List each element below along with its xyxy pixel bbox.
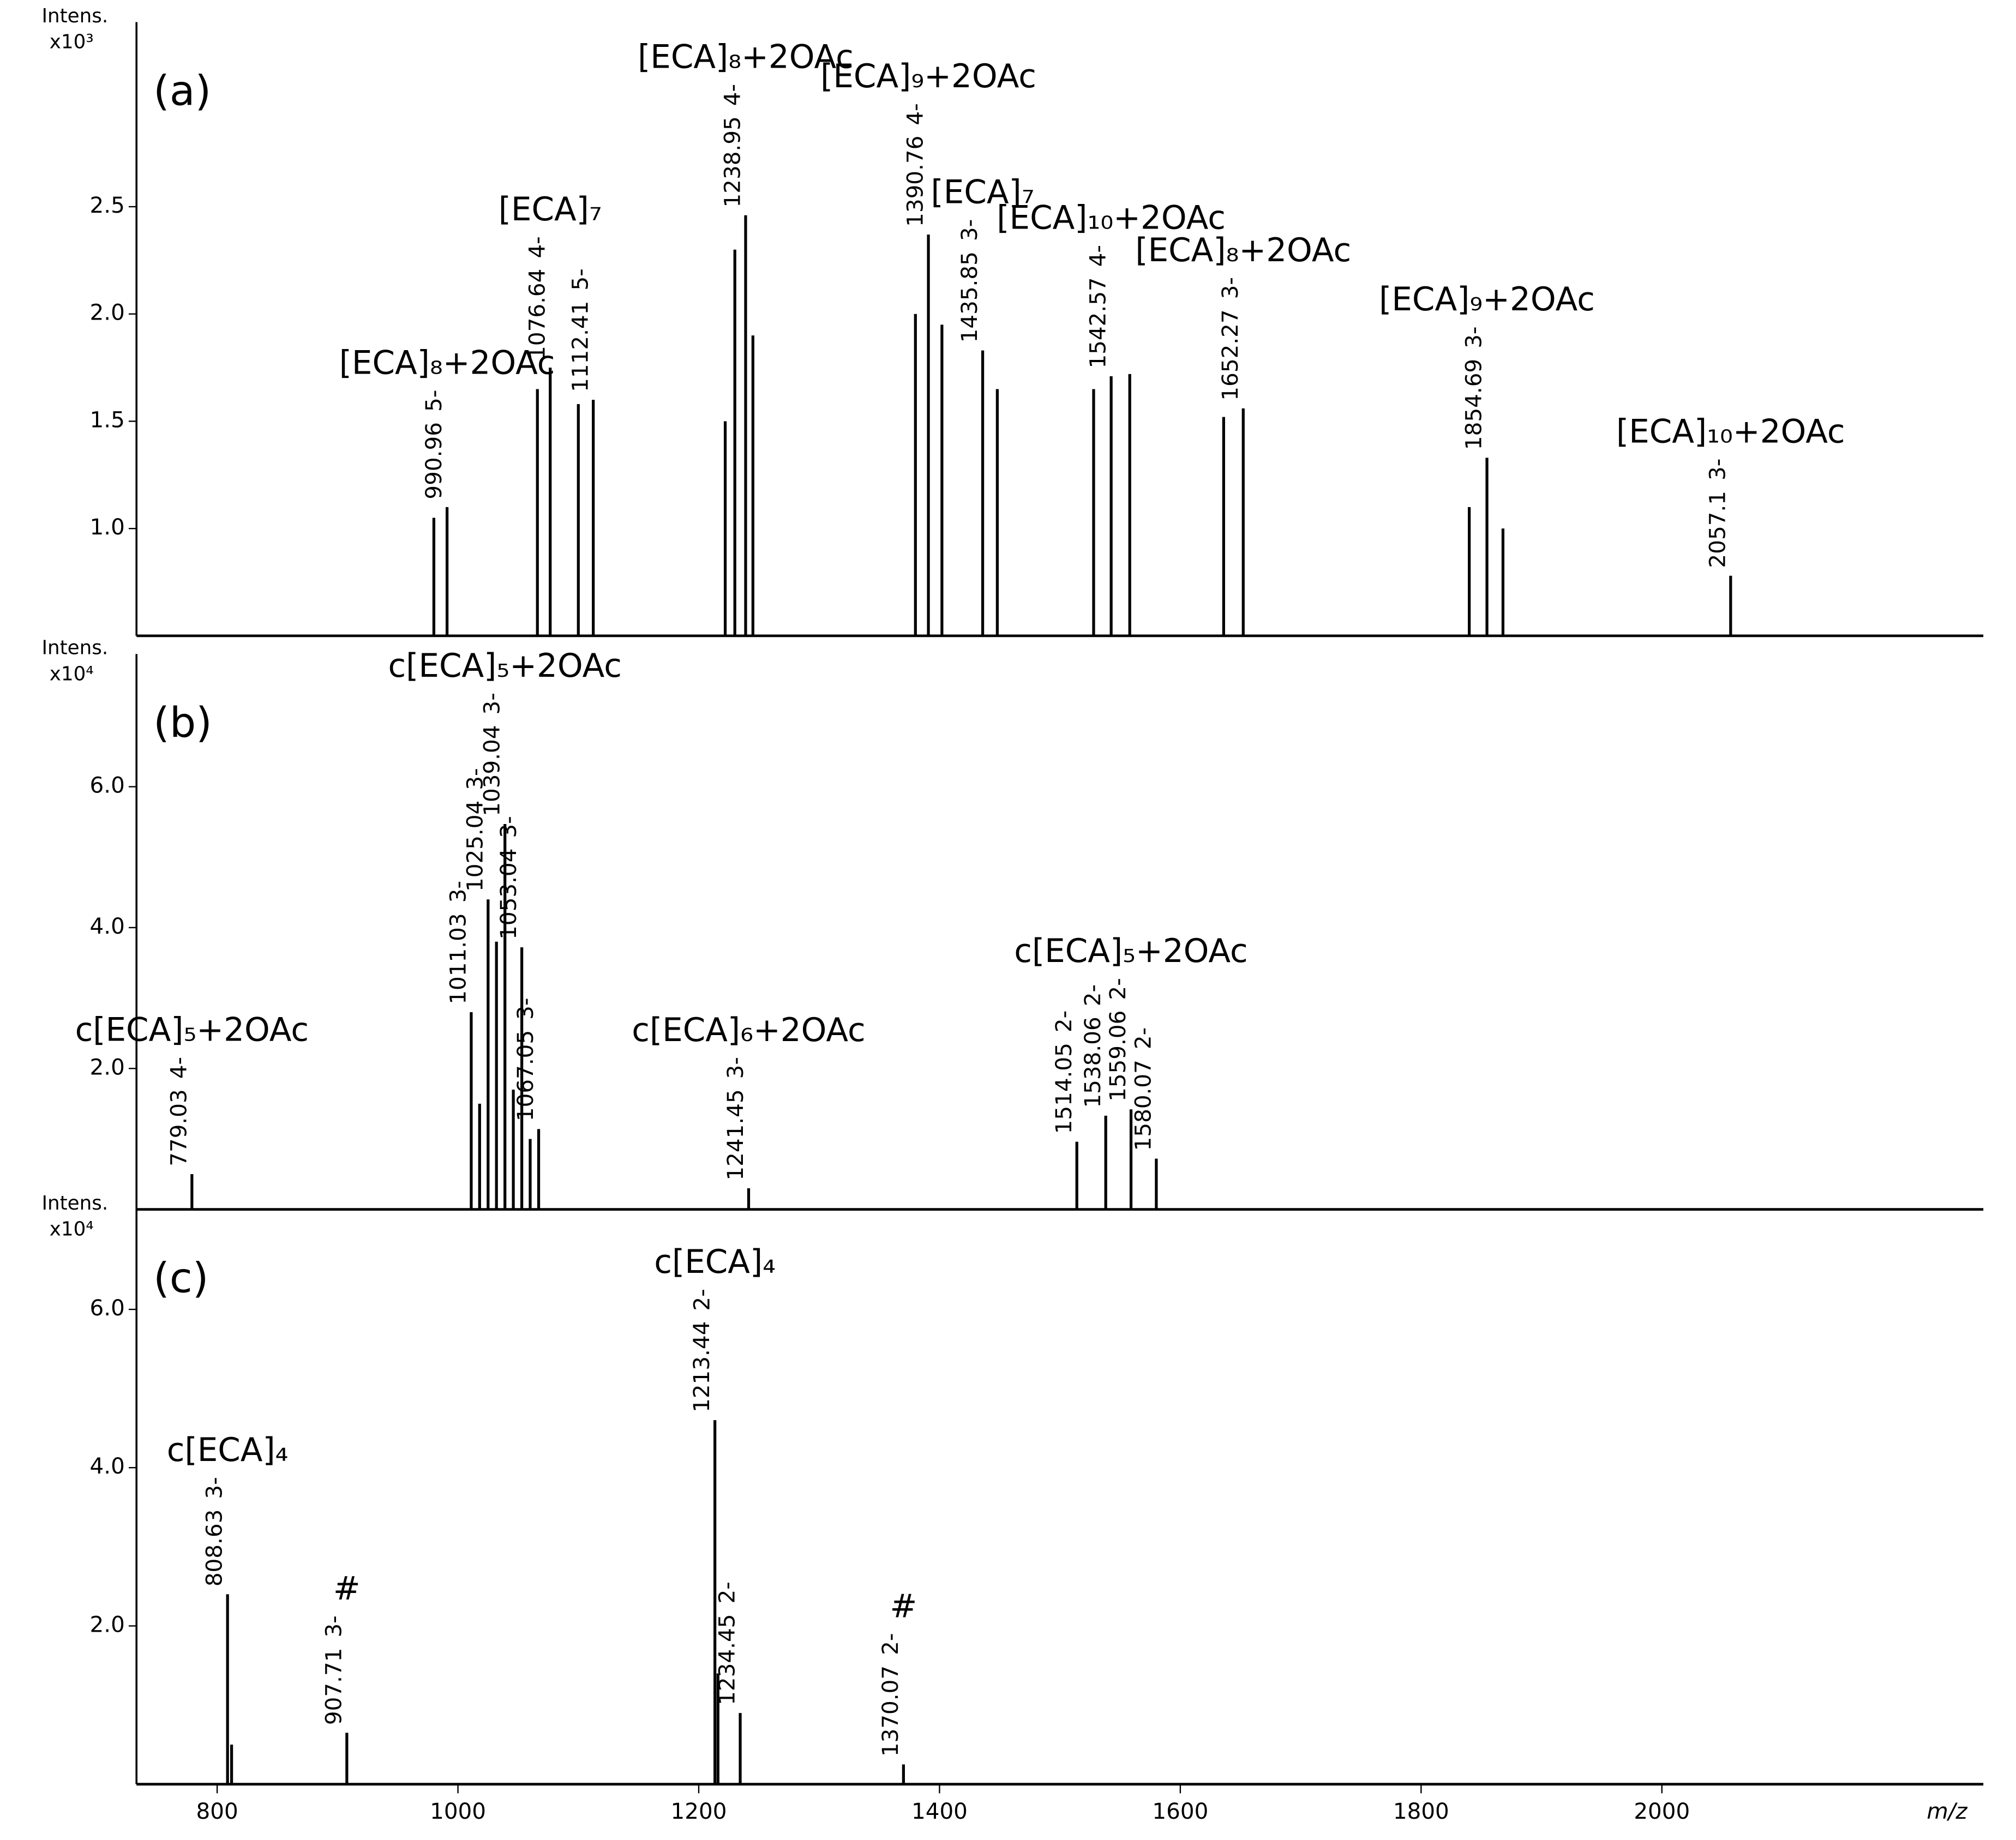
species-label: [ECA]₇ [931,174,1035,212]
peak-label: 1011.03 [445,913,471,1004]
charge-label: 3- [478,693,505,714]
x-tick-label: 2000 [1634,1798,1690,1824]
charge-label: 4- [719,84,746,106]
peak-label: 1370.07 [877,1665,903,1757]
species-label: c[ECA]₄ [654,1243,776,1281]
charge-label: 2- [877,1633,903,1655]
y-tick-label: 4.0 [90,1453,125,1479]
peak-label: 1514.05 [1051,1043,1077,1134]
y-tick-label: 2.0 [90,1054,125,1080]
peak-label: 1652.27 [1217,309,1243,400]
species-label: # [890,1588,917,1625]
charge-label: 3- [1461,326,1487,348]
peak-label: 1854.69 [1461,359,1487,450]
peak-label: 1241.45 [722,1089,748,1180]
charge-label: 3- [512,997,538,1019]
peak-label: 1559.06 [1105,1011,1131,1102]
charge-label: 3- [1704,459,1730,480]
charge-label: 3- [320,1615,346,1637]
x-tick-label: 800 [196,1798,238,1824]
peak-label: 808.63 [201,1510,227,1587]
charge-label: 2- [1051,1011,1077,1032]
charge-label: 2- [688,1289,715,1310]
y-tick-label: 6.0 [90,772,125,798]
charge-label: 4- [524,236,550,258]
charge-label: 3- [201,1477,227,1499]
y-multiplier: x10⁴ [50,663,94,685]
species-label: [ECA]₉+2OAc [1379,281,1595,318]
species-label: [ECA]₁₀+2OAc [997,200,1226,237]
peak-label: 1053.04 [495,849,521,940]
species-label: [ECA]₇ [499,191,602,229]
panel-label: (b) [153,698,212,747]
species-label: c[ECA]₅+2OAc [75,1012,309,1049]
charge-label: 3- [956,219,982,241]
peak-label: 990.96 [421,422,447,499]
x-tick-label: 1200 [671,1798,727,1824]
peak-label: 1580.07 [1130,1060,1156,1151]
peak-label: 1238.95 [719,116,746,207]
x-axis-label: m/z [1927,1798,1967,1824]
species-label: c[ECA]₄ [167,1432,289,1469]
peak-label: 779.03 [165,1089,191,1166]
peak-label: 1390.76 [902,136,928,227]
y-tick-label: 4.0 [90,913,125,939]
charge-label: 2- [1130,1027,1156,1049]
y-label: Intens. [42,637,109,659]
peak-label: 1234.45 [714,1614,740,1705]
y-label: Intens. [42,5,109,27]
charge-label: 3- [722,1057,748,1079]
peak-label: 2057.1 [1704,491,1730,568]
charge-label: 3- [1217,277,1243,299]
charge-label: 5- [567,268,593,290]
species-label: [ECA]₁₀+2OAc [1616,413,1845,450]
y-multiplier: x10⁴ [50,1218,94,1241]
peak-label: 1435.85 [956,251,982,342]
x-tick-label: 1400 [911,1798,968,1824]
peak-label: 1538.06 [1079,1017,1106,1108]
species-label: [ECA]₈+2OAc [638,39,854,76]
x-tick-label: 1000 [430,1798,486,1824]
y-multiplier: x10³ [50,31,94,53]
peak-label: 907.71 [320,1648,346,1725]
panel-label: (c) [153,1253,208,1302]
panel-label: (a) [153,66,211,115]
charge-label: 3- [445,881,471,903]
charge-label: 3- [495,816,521,838]
peak-label: 1076.64 [524,269,550,360]
species-label: [ECA]₈+2OAc [1135,232,1351,269]
y-tick-label: 2.5 [90,192,125,218]
y-tick-label: 2.0 [90,299,125,326]
species-label: c[ECA]₆+2OAc [632,1012,865,1049]
charge-label: 4- [165,1057,191,1079]
peak-label: 1025.04 [461,801,488,892]
species-label: # [333,1570,361,1608]
species-label: c[ECA]₅+2OAc [388,647,621,685]
peak-label: 1213.44 [688,1321,715,1412]
charge-label: 5- [421,390,447,412]
charge-label: 2- [1105,978,1131,1000]
species-label: [ECA]₈+2OAc [339,344,555,382]
species-label: [ECA]₉+2OAc [820,58,1036,95]
peak-label: 1067.05 [512,1030,538,1121]
peak-label: 1542.57 [1085,277,1111,368]
y-tick-label: 1.0 [90,514,125,540]
peak-label: 1039.04 [478,725,505,816]
species-label: c[ECA]₅+2OAc [1014,933,1247,970]
x-tick-label: 1800 [1393,1798,1449,1824]
y-tick-label: 1.5 [90,406,125,432]
peak-label: 1112.41 [567,301,593,392]
charge-label: 4- [902,103,928,125]
y-label: Intens. [42,1192,109,1214]
y-tick-label: 2.0 [90,1611,125,1637]
charge-label: 4- [1085,245,1111,267]
charge-label: 2- [1079,984,1106,1006]
y-tick-label: 6.0 [90,1295,125,1321]
charge-label: 2- [714,1582,740,1603]
x-tick-label: 1600 [1152,1798,1208,1824]
charge-label: 3- [461,768,488,790]
